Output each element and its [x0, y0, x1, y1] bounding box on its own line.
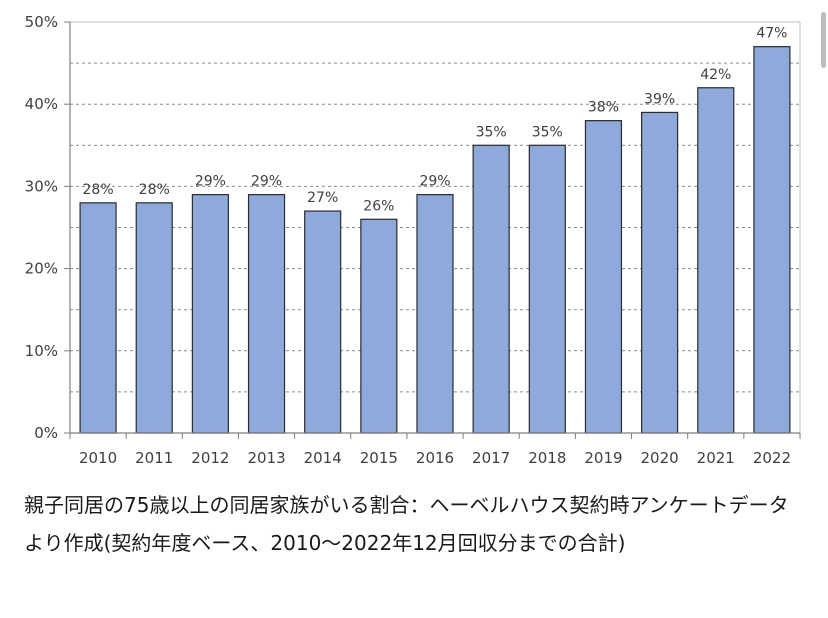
bar-chart: 0% 10% 20% 30% 40% 50% 2010 2011 2012 2013 2014 20… [25, 13, 801, 467]
data-label: 29% [195, 174, 226, 190]
x-tick-label: 2021 [697, 449, 735, 467]
data-label: 29% [251, 174, 282, 190]
chart-caption: 親子同居の75歳以上の同居家族がいる割合：ヘーベルハウス契約時アンケートデータよ… [24, 493, 789, 555]
bar-2022 [753, 46, 791, 434]
data-label: 42% [700, 67, 731, 83]
bar-2014 [304, 210, 342, 434]
y-tick-label: 30% [25, 177, 58, 195]
data-label: 28% [139, 182, 170, 198]
bar-2011 [135, 202, 173, 434]
data-label: 35% [476, 124, 507, 140]
x-tick-label: 2015 [360, 449, 398, 467]
x-tick-label: 2011 [135, 449, 173, 467]
bars [79, 46, 791, 434]
x-tick-label: 2017 [472, 449, 510, 467]
y-tick-label: 20% [25, 260, 58, 278]
data-label: 28% [83, 182, 114, 198]
bar-2021 [697, 87, 735, 434]
y-tick-label: 40% [25, 95, 58, 113]
bar-2020 [641, 111, 679, 434]
data-label: 39% [644, 91, 675, 107]
x-tick-label: 2018 [528, 449, 566, 467]
bar-2010 [79, 202, 117, 434]
y-axis-ticks: 0% 10% 20% 30% 40% 50% [25, 13, 70, 442]
chart-canvas: 0%10%20%30%40%50% 2010 2011 2012 2013 2014 20… [25, 13, 801, 467]
data-label: 47% [756, 26, 787, 42]
data-label: 38% [588, 100, 619, 116]
scrollbar-thumb[interactable] [821, 12, 826, 68]
x-axis-ticks: 2010 2011 2012 2013 2014 2015 2016 2017 2018 2019… [69, 433, 801, 467]
x-tick-label: 2019 [584, 449, 622, 467]
x-tick-label: 2014 [304, 449, 342, 467]
x-tick-label: 2016 [416, 449, 454, 467]
bar-2015 [360, 218, 398, 434]
data-label: 35% [532, 124, 563, 140]
bar-2017 [472, 144, 510, 434]
data-label: 29% [419, 174, 450, 190]
bar-2012 [191, 194, 229, 434]
x-tick-label: 2020 [641, 449, 679, 467]
bar-2013 [247, 194, 286, 434]
data-labels: 28% 28% 29% 29% 27% 26% 29% 35% 35% 38% 39% 42% 47% [83, 26, 788, 215]
x-tick-label: 2012 [191, 449, 229, 467]
bar-2019 [584, 120, 623, 434]
data-label: 27% [307, 190, 338, 206]
bar-2016 [416, 194, 454, 434]
y-tick-label: 50% [25, 13, 58, 31]
x-tick-label: 2010 [79, 449, 117, 467]
axes [69, 22, 800, 434]
bar-2018 [528, 144, 566, 434]
y-tick-label: 0% [34, 424, 58, 442]
data-label: 26% [363, 198, 394, 214]
x-tick-label: 2013 [247, 449, 285, 467]
x-tick-label: 2022 [753, 449, 791, 467]
y-tick-label: 10% [25, 342, 58, 360]
